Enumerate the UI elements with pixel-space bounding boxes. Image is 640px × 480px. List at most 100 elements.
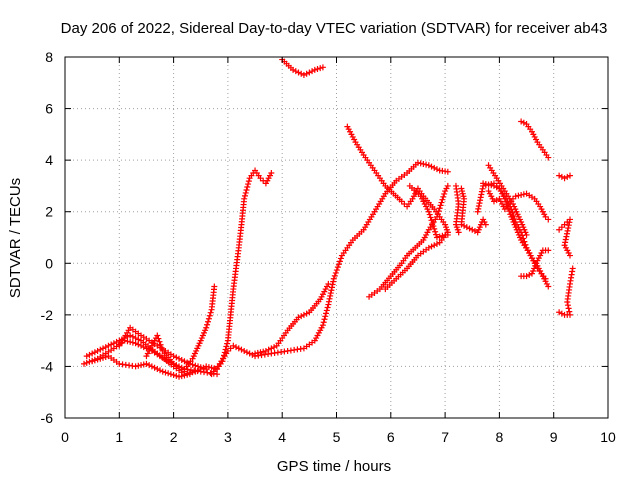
data-point: [482, 180, 489, 187]
data-point: [330, 275, 337, 282]
data-point: [238, 346, 245, 353]
data-point: [423, 161, 430, 168]
data-point: [268, 170, 275, 177]
data-point: [566, 216, 573, 223]
data-point: [176, 373, 183, 380]
data-point: [300, 72, 307, 79]
data-point: [482, 221, 489, 228]
data-point: [300, 311, 307, 318]
data-point: [429, 220, 436, 227]
chart-title: Day 206 of 2022, Sidereal Day-to-day VTE…: [61, 20, 608, 37]
data-point: [203, 366, 210, 373]
data-point: [444, 231, 451, 238]
series-t9: [252, 280, 332, 357]
data-point: [143, 360, 150, 367]
data-point: [89, 358, 96, 365]
data-point: [569, 265, 576, 272]
data-point: [566, 172, 573, 179]
data-point: [461, 222, 468, 229]
data-point: [165, 370, 172, 377]
data-point: [327, 292, 334, 299]
data-point: [309, 68, 316, 75]
data-point: [241, 195, 248, 202]
data-point: [249, 351, 256, 358]
series-t20: [518, 118, 552, 161]
data-point: [523, 273, 530, 280]
data-point: [197, 364, 204, 371]
data-point: [140, 361, 147, 368]
data-point: [325, 298, 332, 305]
data-point: [336, 258, 343, 265]
data-point: [206, 312, 213, 319]
data-point: [173, 354, 180, 361]
data-point: [520, 191, 527, 198]
data-point: [154, 332, 161, 339]
data-point: [433, 166, 440, 173]
y-tick-labels: -6 -4 -2 0 2 4 6 8: [41, 49, 54, 426]
series-t19: [485, 188, 552, 223]
data-point: [437, 202, 444, 209]
data-point: [330, 278, 337, 285]
data-point: [81, 360, 88, 367]
data-point: [320, 319, 327, 326]
data-point: [566, 252, 573, 259]
data-point: [558, 173, 565, 180]
data-point: [94, 356, 101, 363]
series-t15: [458, 185, 489, 236]
data-point: [268, 345, 275, 352]
data-point: [455, 229, 462, 236]
data-point: [138, 362, 145, 369]
data-point: [558, 310, 565, 317]
data-point: [241, 192, 248, 199]
data-point: [545, 216, 552, 223]
x-tick-label: 10: [600, 429, 616, 445]
y-tick-label: 4: [45, 152, 53, 168]
data-point: [439, 196, 446, 203]
data-point: [427, 214, 434, 221]
data-point: [477, 194, 484, 201]
data-point: [298, 313, 305, 320]
data-point: [243, 186, 250, 193]
data-point: [493, 184, 500, 191]
series-t5: [143, 332, 188, 375]
data-point: [485, 181, 492, 188]
data-point: [431, 242, 438, 249]
data-point: [506, 208, 513, 215]
data-point: [325, 280, 332, 287]
series-t12: [366, 182, 451, 300]
data-point: [113, 338, 120, 345]
data-point: [562, 239, 569, 246]
data-point: [265, 346, 272, 353]
data-point: [545, 247, 552, 254]
data-point: [490, 198, 497, 205]
data-point: [433, 213, 440, 220]
x-tick-label: 1: [115, 429, 123, 445]
data-point: [420, 161, 427, 168]
data-point: [155, 335, 162, 342]
data-point: [303, 310, 310, 317]
data-point: [245, 181, 252, 188]
data-point: [328, 284, 335, 291]
data-point: [323, 307, 330, 314]
data-point: [436, 233, 443, 240]
data-point: [328, 287, 335, 294]
data-point: [323, 310, 330, 317]
data-point: [214, 371, 221, 378]
data-point: [542, 275, 549, 282]
data-point: [205, 315, 212, 322]
series-t7: [214, 167, 275, 373]
data-point: [479, 185, 486, 192]
data-point: [561, 175, 568, 182]
data-point: [566, 219, 573, 226]
data-point: [254, 349, 261, 356]
data-point: [200, 365, 207, 372]
data-point: [334, 264, 341, 271]
data-point: [173, 372, 180, 379]
data-point: [91, 357, 98, 364]
data-point: [435, 208, 442, 215]
data-point: [322, 313, 329, 320]
series-t10: [279, 56, 326, 79]
data-point: [94, 347, 101, 354]
data-point: [211, 283, 218, 290]
data-point: [563, 230, 570, 237]
